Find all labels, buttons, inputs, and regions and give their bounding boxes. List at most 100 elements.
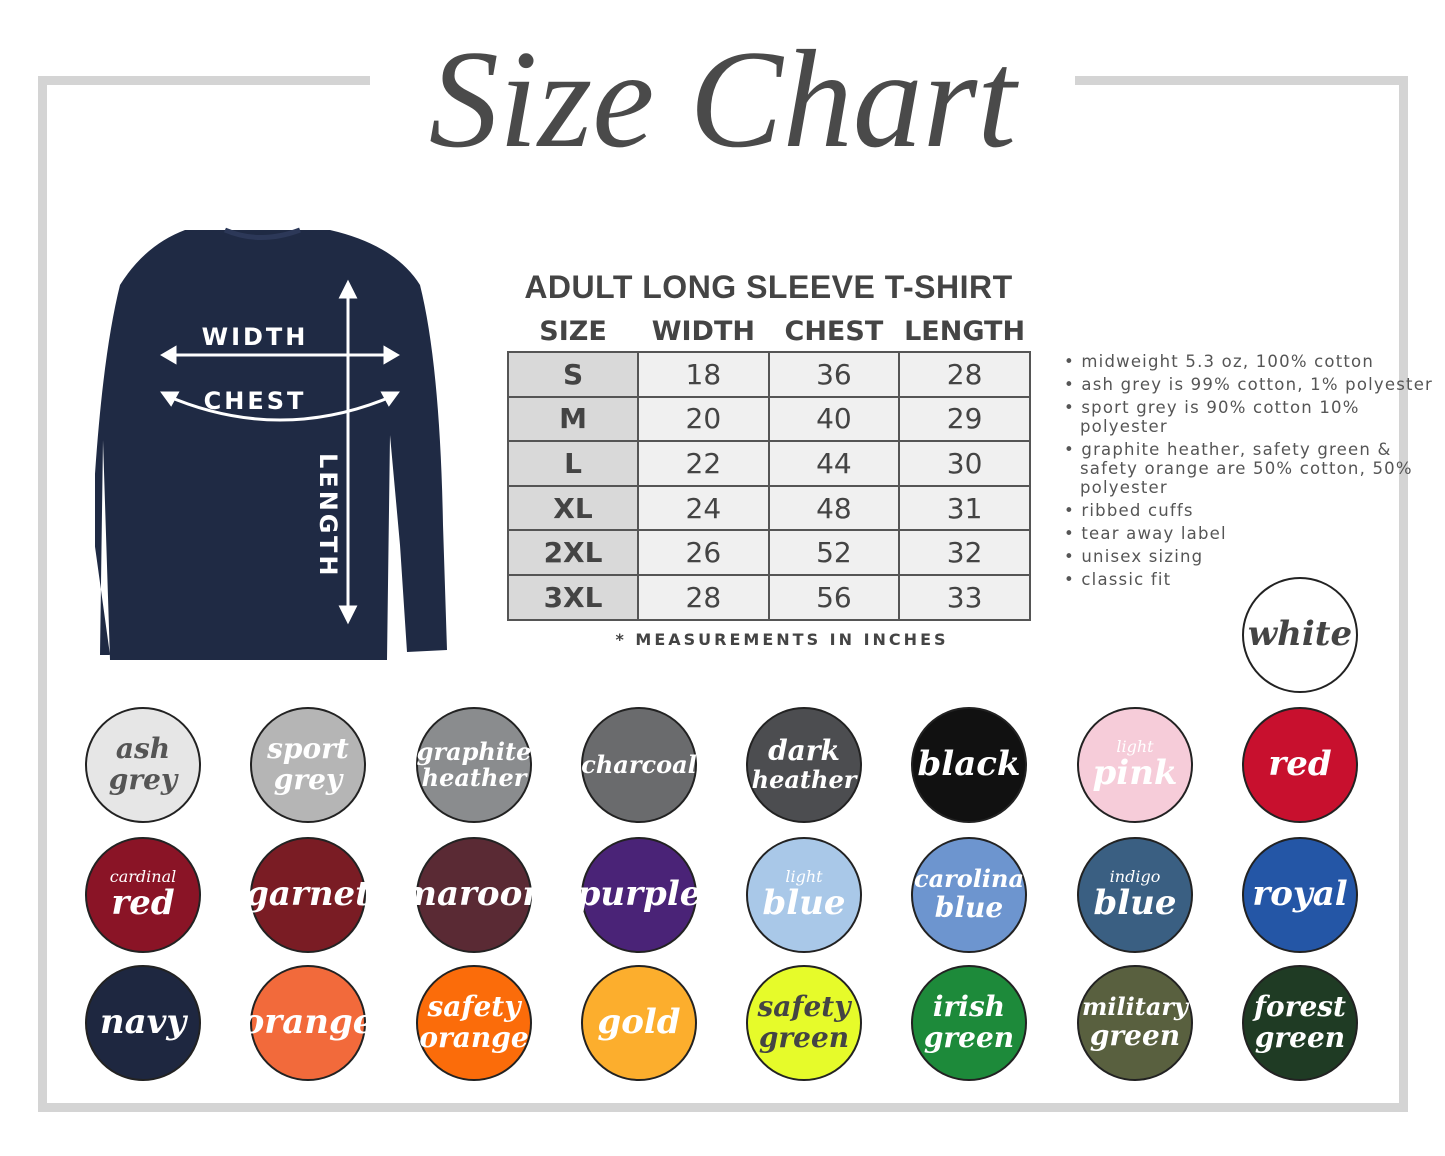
color-swatch-light-pink: light pink <box>1077 707 1193 823</box>
page-title: Size Chart <box>428 22 1017 177</box>
color-swatch-safety-orange: safety orange <box>416 965 532 1081</box>
long-sleeve-shirt-image: WIDTH CHEST LENGTH <box>95 227 447 660</box>
swatch-label: maroon <box>401 874 547 915</box>
color-swatch-safety-green: safety green <box>746 965 862 1081</box>
size-cell: XL <box>506 484 640 532</box>
swatch-label: light <box>785 866 823 886</box>
color-swatch-ash-grey: ash grey <box>85 707 201 823</box>
width-cell: 24 <box>637 484 770 532</box>
chest-cell: 48 <box>767 484 901 532</box>
swatch-label: safety <box>757 990 851 1024</box>
swatch-label: pink <box>1092 753 1178 794</box>
size-table: SIZE WIDTH CHEST LENGTH S 18 36 28 M 20 40 29 L 2… <box>506 312 1031 621</box>
swatch-label: dark <box>768 734 840 768</box>
feature-item: unisex sizing <box>1064 547 1434 566</box>
swatch-label: forest <box>1254 990 1346 1024</box>
color-swatch-carolina-blue: carolina blue <box>911 837 1027 953</box>
header-width: WIDTH <box>651 316 755 347</box>
features-list: midweight 5.3 oz, 100% cotton ash grey i… <box>1064 352 1434 593</box>
swatch-label: white <box>1247 614 1353 655</box>
feature-item: graphite heather, safety green & safety … <box>1064 440 1434 497</box>
swatch-label: heather <box>421 763 527 792</box>
swatch-label: green <box>758 1021 850 1054</box>
swatch-label: ash <box>115 732 171 766</box>
swatch-label: carolina <box>913 864 1025 894</box>
swatch-label: blue <box>934 890 1004 924</box>
feature-item: midweight 5.3 oz, 100% cotton <box>1064 352 1434 371</box>
swatch-label: irish <box>932 990 1006 1024</box>
swatch-label: orange <box>419 1021 529 1054</box>
header-size: SIZE <box>539 316 607 347</box>
chest-cell: 44 <box>767 440 901 487</box>
swatch-label: cardinal <box>109 866 177 886</box>
swatch-label: black <box>917 744 1021 785</box>
color-swatch-dark-heather: dark heather <box>746 707 862 823</box>
chest-cell: 52 <box>767 529 901 576</box>
table-row: 3XL 28 56 33 <box>506 573 1031 621</box>
size-cell: 2XL <box>506 529 640 576</box>
swatch-label: red <box>111 883 175 924</box>
swatch-label: gold <box>597 1002 681 1043</box>
table-row: L 22 44 30 <box>506 440 1031 487</box>
feature-item: sport grey is 90% cotton 10% polyester <box>1064 398 1434 436</box>
length-cell: 30 <box>898 440 1031 487</box>
length-cell: 32 <box>898 529 1031 576</box>
swatch-label: indigo <box>1109 866 1161 886</box>
color-swatch-sport-grey: sport grey <box>250 707 366 823</box>
width-cell: 18 <box>637 351 770 398</box>
chest-cell: 56 <box>767 573 901 621</box>
table-row: S 18 36 28 <box>506 351 1031 398</box>
width-cell: 22 <box>637 440 770 487</box>
table-row: XL 24 48 31 <box>506 484 1031 532</box>
swatch-label: blue <box>1093 883 1177 924</box>
length-cell: 28 <box>898 351 1031 398</box>
color-swatch-indigo-blue: indigo blue <box>1077 837 1193 953</box>
swatch-label: purple <box>576 874 702 915</box>
color-swatch-maroon: maroon <box>401 837 547 953</box>
feature-item: tear away label <box>1064 524 1434 543</box>
color-swatch-navy: navy <box>85 965 201 1081</box>
feature-item: ribbed cuffs <box>1064 501 1434 520</box>
length-label: LENGTH <box>314 453 342 579</box>
swatch-label: heather <box>751 765 857 795</box>
length-cell: 29 <box>898 395 1031 443</box>
measurement-note: * MEASUREMENTS IN INCHES <box>615 630 949 649</box>
chest-cell: 40 <box>767 395 901 443</box>
swatch-label: blue <box>762 883 846 924</box>
color-swatch-forest-green: forest green <box>1242 965 1358 1081</box>
color-swatch-cardinal-red: cardinal red <box>85 837 201 953</box>
color-swatch-black: black <box>911 707 1027 823</box>
color-swatch-white: white <box>1242 577 1358 693</box>
header-chest: CHEST <box>784 316 884 347</box>
color-swatch-irish-green: irish green <box>911 965 1027 1081</box>
chest-label: CHEST <box>204 387 307 415</box>
swatch-label: green <box>1089 1018 1181 1052</box>
feature-item: classic fit <box>1064 570 1434 589</box>
width-cell: 26 <box>637 529 770 576</box>
color-swatch-red: red <box>1242 707 1358 823</box>
chest-cell: 36 <box>767 351 901 398</box>
width-label: WIDTH <box>202 323 309 351</box>
swatch-label: light <box>1116 736 1154 756</box>
table-row: 2XL 26 52 32 <box>506 529 1031 576</box>
color-swatch-royal: royal <box>1242 837 1358 953</box>
color-swatch-military-green: military green <box>1077 965 1193 1081</box>
swatch-label: orange <box>241 1002 375 1043</box>
color-swatch-graphite-heather: graphite heather <box>416 707 532 823</box>
color-swatch-gold: gold <box>581 965 697 1081</box>
table-title: ADULT LONG SLEEVE T-SHIRT <box>524 269 1013 305</box>
swatch-label: graphite <box>416 736 532 766</box>
length-cell: 33 <box>898 573 1031 621</box>
swatch-label: charcoal <box>581 749 697 779</box>
swatch-label: red <box>1268 744 1332 785</box>
size-cell: L <box>506 440 640 487</box>
length-cell: 31 <box>898 484 1031 532</box>
swatch-label: grey <box>108 763 178 796</box>
swatch-label: royal <box>1252 874 1348 915</box>
width-cell: 28 <box>637 573 770 621</box>
swatch-label: military <box>1082 992 1188 1022</box>
feature-item: ash grey is 99% cotton, 1% polyester <box>1064 375 1434 394</box>
width-cell: 20 <box>637 395 770 443</box>
table-row: M 20 40 29 <box>506 395 1031 443</box>
color-swatch-light-blue: light blue <box>746 837 862 953</box>
